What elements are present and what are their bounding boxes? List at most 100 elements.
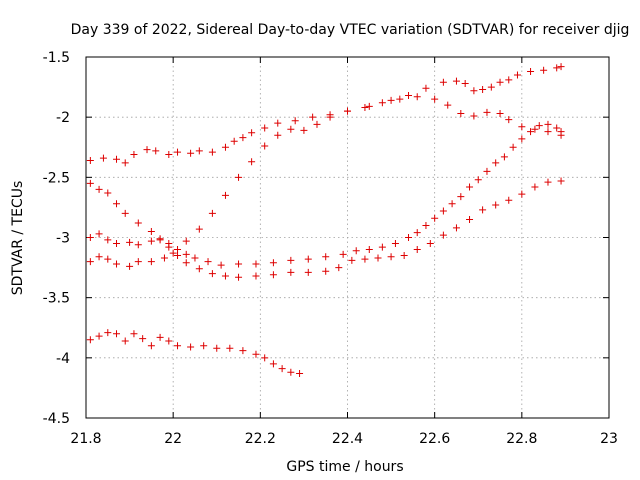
data-point-track-b: [204, 258, 212, 266]
data-point-track-d: [344, 107, 351, 115]
data-point-track-a: [452, 77, 460, 85]
data-point-track-b: [509, 143, 517, 151]
data-point-track-c: [156, 236, 164, 244]
data-point-track-c: [134, 241, 142, 249]
data-point-track-a: [121, 159, 129, 167]
data-point-track-d: [261, 142, 269, 150]
data-point-track-c: [479, 206, 487, 214]
data-point-track-a: [230, 137, 238, 145]
data-point-track-c: [439, 231, 447, 239]
data-point-track-b: [235, 260, 243, 268]
data-point-track-e: [156, 333, 164, 341]
data-point-track-b: [174, 246, 182, 254]
data-point-track-a: [553, 64, 561, 72]
data-point-track-b: [252, 260, 260, 268]
x-tick-label: 22.4: [332, 431, 363, 447]
data-point-track-d: [300, 126, 308, 134]
data-point-track-d: [248, 158, 256, 166]
data-point-track-d: [274, 131, 282, 139]
data-point-track-b: [134, 219, 142, 227]
data-point-track-d: [104, 255, 112, 263]
data-point-track-c: [126, 238, 134, 246]
data-point-track-b: [182, 250, 190, 258]
data-point-track-e: [104, 329, 112, 337]
data-point-track-a: [527, 67, 535, 75]
data-point-track-e: [95, 332, 103, 340]
data-point-track-e: [261, 354, 269, 362]
data-point-track-e: [278, 365, 286, 373]
data-point-track-a: [208, 148, 216, 156]
data-point-track-b: [86, 179, 94, 187]
data-point-track-b: [269, 259, 277, 267]
data-point-track-a: [239, 134, 247, 142]
data-point-track-e: [226, 344, 234, 352]
data-point-track-c: [104, 236, 112, 244]
data-point-track-d: [235, 173, 243, 181]
data-point-track-d: [557, 131, 565, 139]
data-point-track-d: [287, 125, 295, 133]
data-point-track-e: [147, 342, 155, 350]
data-point-track-d: [470, 112, 478, 120]
data-point-track-b: [527, 128, 535, 136]
data-point-track-b: [287, 256, 295, 264]
data-point-track-d: [544, 128, 552, 136]
data-point-track-a: [248, 129, 256, 137]
data-point-track-d: [160, 254, 168, 262]
data-point-track-b: [544, 120, 552, 128]
data-point-track-a: [195, 147, 203, 155]
data-point-track-c: [95, 230, 103, 238]
data-point-track-b: [518, 135, 526, 143]
data-point-track-c: [505, 196, 513, 204]
data-point-track-d: [208, 209, 216, 217]
data-point-track-e: [139, 335, 147, 343]
data-point-track-b: [405, 234, 413, 241]
data-point-track-e: [269, 360, 277, 368]
data-point-track-b: [339, 250, 347, 258]
y-axis-label: SDTVAR / TECUs: [10, 181, 26, 296]
data-point-track-c: [195, 265, 203, 273]
data-point-track-b: [191, 254, 199, 262]
data-point-track-b: [121, 209, 129, 217]
data-point-track-e: [86, 336, 94, 344]
data-point-track-a: [221, 143, 229, 151]
data-point-track-c: [413, 246, 421, 254]
data-point-track-c: [492, 201, 500, 209]
data-point-track-b: [500, 153, 508, 161]
x-tick-label: 23: [600, 431, 618, 447]
data-point-track-c: [518, 190, 526, 198]
data-point-track-b: [391, 240, 399, 248]
data-point-track-e: [239, 347, 247, 355]
data-point-track-a: [365, 102, 373, 110]
data-point-track-d: [361, 104, 369, 112]
y-tick-label: -4.5: [43, 411, 70, 427]
data-point-track-e: [165, 337, 173, 345]
x-tick-label: 22.8: [506, 431, 537, 447]
data-point-track-b: [448, 200, 456, 208]
data-point-track-a: [405, 92, 413, 100]
data-point-track-c: [557, 177, 565, 185]
data-point-track-a: [187, 149, 195, 157]
data-point-track-a: [461, 79, 469, 87]
data-point-track-a: [496, 78, 504, 86]
data-point-track-c: [466, 215, 474, 223]
data-point-track-d: [113, 260, 121, 268]
data-point-track-b: [422, 221, 430, 229]
data-point-track-c: [86, 234, 94, 241]
data-point-track-b: [304, 255, 312, 263]
data-point-track-a: [557, 63, 565, 71]
data-point-track-d: [396, 95, 404, 103]
data-point-track-b: [457, 193, 465, 201]
data-point-track-b: [483, 167, 491, 175]
data-point-track-c: [287, 268, 295, 276]
data-point-track-c: [322, 267, 330, 275]
data-point-track-d: [134, 258, 142, 266]
data-point-track-a: [99, 154, 107, 162]
data-point-track-b: [95, 185, 103, 193]
data-point-track-a: [143, 146, 151, 154]
data-point-track-a: [540, 66, 548, 74]
chart-title: Day 339 of 2022, Sidereal Day-to-day VTE…: [71, 22, 630, 38]
data-point-track-d: [313, 120, 321, 128]
data-point-track-b: [474, 176, 482, 184]
data-point-track-e: [130, 330, 138, 338]
y-tick-label: -2: [56, 110, 70, 126]
